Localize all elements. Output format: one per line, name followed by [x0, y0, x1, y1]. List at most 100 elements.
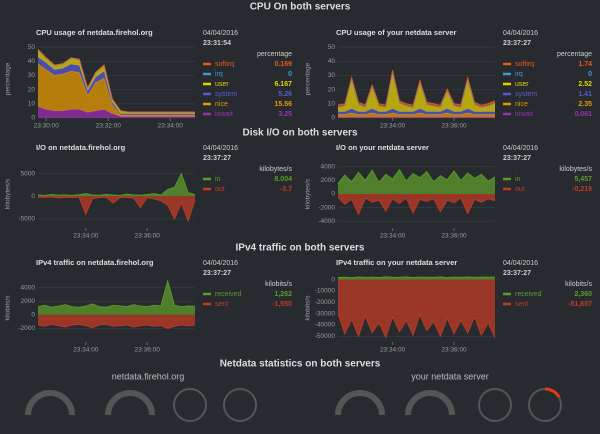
area-fill: [338, 169, 495, 194]
legend-name: sent: [215, 301, 228, 308]
legend-value: 15.56: [274, 101, 292, 108]
area-fill: [338, 194, 495, 215]
y-axis-label: kilobits/s: [305, 295, 312, 321]
legend-name: in: [515, 176, 521, 183]
y-tick-label: 50: [328, 44, 336, 51]
gauges: [25, 387, 562, 422]
x-tick-label: 23:34:00: [380, 123, 406, 130]
area-fill: [338, 112, 495, 118]
section-title: CPU On both servers: [250, 2, 351, 13]
series-line: [337, 168, 496, 185]
gauge-arc: [544, 387, 561, 398]
gauge: [405, 390, 455, 416]
x-tick-label: 23:36:00: [135, 233, 161, 240]
y-tick-label: 0: [31, 115, 35, 122]
legend-value: 0: [588, 71, 592, 78]
y-tick-label: 2000: [21, 298, 36, 305]
legend-name: system: [515, 91, 537, 98]
legend-date: 04/04/2016: [203, 260, 238, 267]
legend-name: user: [515, 81, 529, 88]
legend-value: 0.169: [274, 61, 292, 68]
legend-time: 23:37:27: [503, 155, 531, 162]
y-tick-label: 0: [331, 115, 335, 122]
gauge: [335, 390, 385, 416]
gauge: [105, 390, 155, 416]
chart-title: I/O on your netdata server: [336, 143, 429, 152]
y-tick-label: -2000: [318, 204, 335, 211]
y-tick-label: -10000: [315, 288, 336, 295]
legend-value: -1,550: [272, 301, 292, 308]
series-line: [337, 313, 496, 339]
legend-value: 1,262: [274, 291, 292, 298]
y-tick-label: -5000: [18, 216, 35, 223]
series-line: [37, 279, 196, 308]
gauge: [173, 388, 207, 422]
y-axis-label: kilobits/s: [5, 295, 12, 321]
y-tick-label: 0: [331, 276, 335, 283]
x-tick-label: 23:36:00: [441, 123, 467, 130]
legend-value: -3.7: [280, 186, 292, 193]
y-axis-label: percentage: [5, 62, 12, 95]
y-tick-label: 40: [328, 58, 336, 65]
y-tick-label: 40: [28, 58, 36, 65]
y-tick-label: -2000: [18, 325, 35, 332]
legend-name: irq: [515, 71, 523, 78]
legend-name: iowait: [215, 111, 233, 118]
series-line: [37, 323, 196, 329]
gauge: [223, 388, 257, 422]
y-tick-label: -4000: [318, 218, 335, 225]
legend-unit: kilobytes/s: [559, 166, 592, 173]
y-tick-label: 2000: [321, 177, 336, 184]
legend-name: received: [215, 291, 242, 298]
legend-unit: kilobits/s: [265, 281, 292, 288]
section-title: Disk I/O on both servers: [242, 128, 357, 139]
chart-title: I/O on netdata.firehol.org: [36, 143, 126, 152]
chart-title: IPv4 traffic on netdata.firehol.org: [36, 258, 154, 267]
legend-name: out: [215, 186, 225, 193]
series-line: [37, 48, 195, 113]
area-fill: [338, 108, 495, 115]
area-fill: [338, 279, 495, 339]
legend-value: -51,607: [568, 301, 592, 308]
legend-name: nice: [515, 101, 528, 108]
legend-value: -0,219: [572, 186, 592, 193]
legend-name: iowait: [515, 111, 533, 118]
section-title: IPv4 traffic on both servers: [236, 243, 365, 254]
y-tick-label: 10: [328, 101, 336, 108]
y-tick-label: 10: [28, 101, 36, 108]
y-tick-label: 20: [28, 86, 36, 93]
y-tick-label: -20000: [315, 299, 336, 306]
chart-title: IPv4 traffic on your netdata server: [336, 258, 457, 267]
chart-title: CPU usage of netdata.firehol.org: [36, 28, 153, 37]
x-tick-label: 23:30:00: [34, 123, 60, 130]
legend-unit: percentage: [557, 51, 592, 58]
legend-name: nice: [215, 101, 228, 108]
y-tick-label: -40000: [315, 322, 336, 329]
legend-name: received: [515, 291, 542, 298]
legend-name: irq: [215, 71, 223, 78]
series-line: [37, 196, 196, 223]
legend-value: 8.004: [274, 176, 292, 183]
series-line: [37, 172, 196, 196]
series-line: [337, 70, 496, 106]
legend-name: user: [215, 81, 229, 88]
y-axis-label: kilobytes/s: [305, 178, 312, 209]
area-fill: [38, 57, 195, 116]
legend-value: 5,457: [574, 176, 592, 183]
y-tick-label: 0: [331, 191, 335, 198]
server-name: your netdata server: [411, 371, 489, 381]
legend-name: out: [515, 186, 525, 193]
legend-name: in: [215, 176, 221, 183]
legend-value: 0: [288, 71, 292, 78]
y-tick-label: 30: [328, 72, 336, 79]
y-tick-label: 5000: [21, 170, 36, 177]
y-tick-label: 0: [31, 312, 35, 319]
area-fill: [38, 196, 195, 222]
area-fill: [38, 64, 195, 117]
legend-date: 04/04/2016: [503, 260, 538, 267]
y-tick-label: 20: [328, 86, 336, 93]
area-fill: [38, 173, 195, 197]
legend-name: system: [215, 91, 237, 98]
legend-time: 23:37:27: [203, 270, 231, 277]
legend-value: 5.26: [278, 91, 292, 98]
